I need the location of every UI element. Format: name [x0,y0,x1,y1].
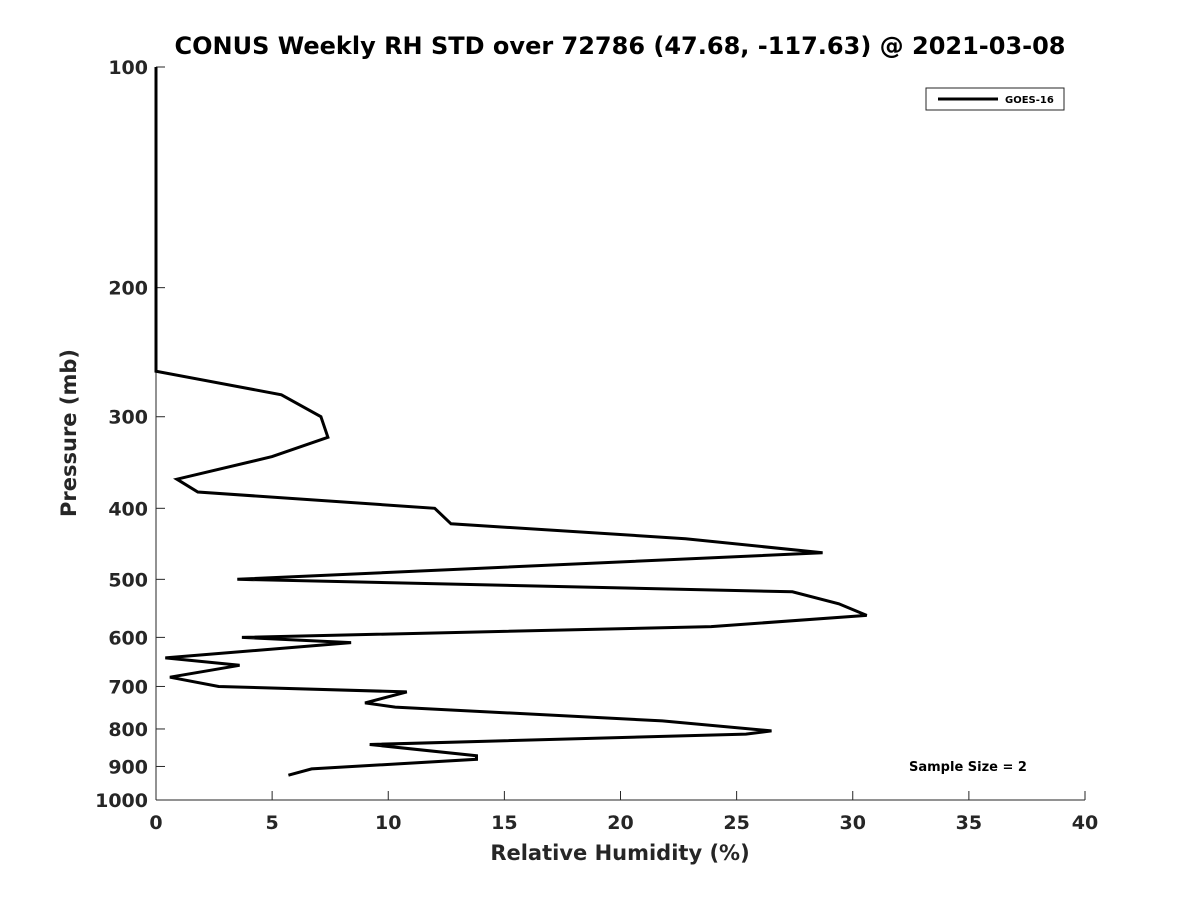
y-tick-label: 900 [108,756,148,778]
y-tick-label: 400 [108,498,148,520]
x-tick-label: 30 [840,812,866,834]
series-group [154,67,868,777]
sample-size-annotation: Sample Size = 2 [909,760,1027,775]
y-tick-label: 300 [108,407,148,429]
x-tick-label: 35 [956,812,982,834]
chart-title: CONUS Weekly RH STD over 72786 (47.68, -… [174,32,1065,60]
x-tick-label: 0 [149,812,162,834]
y-tick-label: 800 [108,719,148,741]
x-tick-label: 25 [723,812,749,834]
x-tick-label: 10 [375,812,401,834]
y-tick-label: 600 [108,627,148,649]
y-tick-label: 700 [108,676,148,698]
x-tick-label: 5 [266,812,279,834]
y-tick-label: 500 [108,569,148,591]
y-tick-label: 100 [108,57,148,79]
legend: GOES-16 [925,87,1065,111]
y-tick-label: 1000 [95,790,148,812]
legend-label-goes-16: GOES-16 [1005,95,1054,106]
x-tick-label: 15 [491,812,517,834]
y-axis-ticks: 100 200 300 400 500 600 700 800 900 1000 [95,57,165,812]
y-tick-label: 200 [108,278,148,300]
plot-area [156,67,1085,800]
series-line-goes-16 [154,67,868,777]
x-axis-ticks: 0 5 10 15 20 25 30 35 40 [149,791,1098,834]
x-tick-label: 40 [1072,812,1098,834]
x-axis-label: Relative Humidity (%) [490,841,749,865]
x-tick-label: 20 [607,812,633,834]
y-axis-label: Pressure (mb) [57,349,81,517]
